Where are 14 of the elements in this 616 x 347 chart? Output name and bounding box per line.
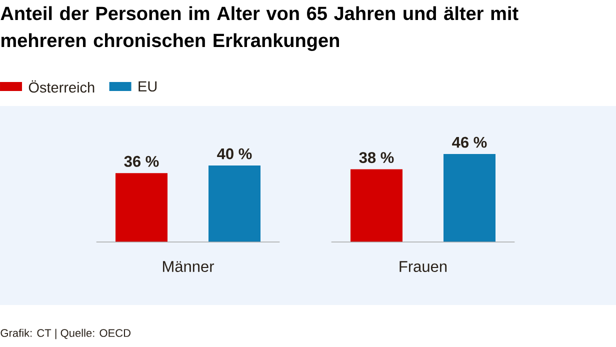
data-label: 38 % [359, 152, 394, 164]
data-label: 36 % [124, 156, 159, 167]
bar [116, 173, 168, 242]
bar [444, 154, 496, 242]
legend-label: EU [138, 81, 157, 92]
bar [350, 169, 402, 242]
x-tick-label: Frauen [400, 261, 447, 272]
chart-title: Anteil der Personen im Alter von 65 Jahren und älter mit mehreren chronischen Erkrankungen [0, 6, 518, 51]
x-tick-label: Männer [163, 261, 214, 272]
data-label: 40 % [217, 148, 252, 160]
bar [208, 165, 261, 242]
data-label: 46 % [452, 136, 487, 148]
legend-label: Österreich [28, 80, 94, 93]
text: Grafik: CT | Quelle: OECD [0, 328, 130, 340]
